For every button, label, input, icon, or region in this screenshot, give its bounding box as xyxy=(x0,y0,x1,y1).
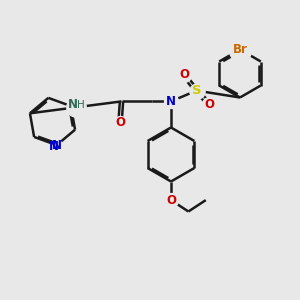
Text: S: S xyxy=(192,84,201,97)
Text: Br: Br xyxy=(232,43,247,56)
Text: O: O xyxy=(179,68,189,82)
Text: N: N xyxy=(68,98,78,111)
Text: O: O xyxy=(115,116,125,130)
Text: N: N xyxy=(49,140,59,153)
Text: H: H xyxy=(77,100,85,110)
Text: N: N xyxy=(166,95,176,108)
Text: O: O xyxy=(204,98,214,111)
Text: O: O xyxy=(166,194,176,207)
Text: N: N xyxy=(52,139,62,152)
